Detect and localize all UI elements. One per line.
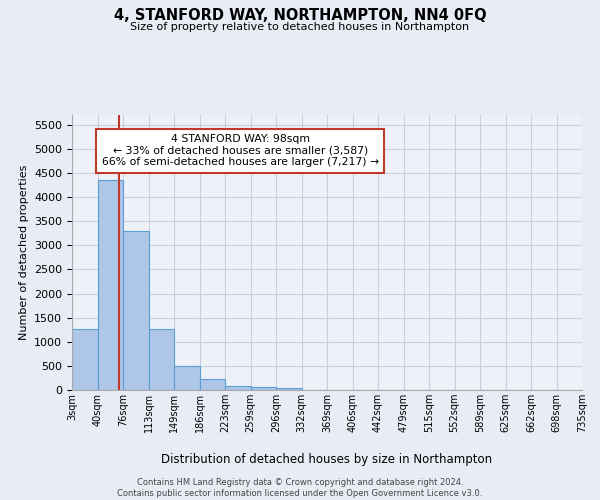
Bar — [72, 328, 97, 390]
Text: Contains HM Land Registry data © Crown copyright and database right 2024.
Contai: Contains HM Land Registry data © Crown c… — [118, 478, 482, 498]
Bar — [276, 388, 302, 390]
Y-axis label: Number of detached properties: Number of detached properties — [19, 165, 29, 340]
Bar — [174, 366, 199, 390]
Text: Distribution of detached houses by size in Northampton: Distribution of detached houses by size … — [161, 452, 493, 466]
Bar — [123, 231, 149, 390]
Bar — [149, 328, 174, 390]
Bar — [251, 388, 276, 390]
Text: Size of property relative to detached houses in Northampton: Size of property relative to detached ho… — [130, 22, 470, 32]
Text: 4, STANFORD WAY, NORTHAMPTON, NN4 0FQ: 4, STANFORD WAY, NORTHAMPTON, NN4 0FQ — [113, 8, 487, 22]
Text: 4 STANFORD WAY: 98sqm
← 33% of detached houses are smaller (3,587)
66% of semi-d: 4 STANFORD WAY: 98sqm ← 33% of detached … — [102, 134, 379, 168]
Bar — [199, 380, 225, 390]
Bar — [97, 180, 123, 390]
Bar — [225, 386, 251, 390]
